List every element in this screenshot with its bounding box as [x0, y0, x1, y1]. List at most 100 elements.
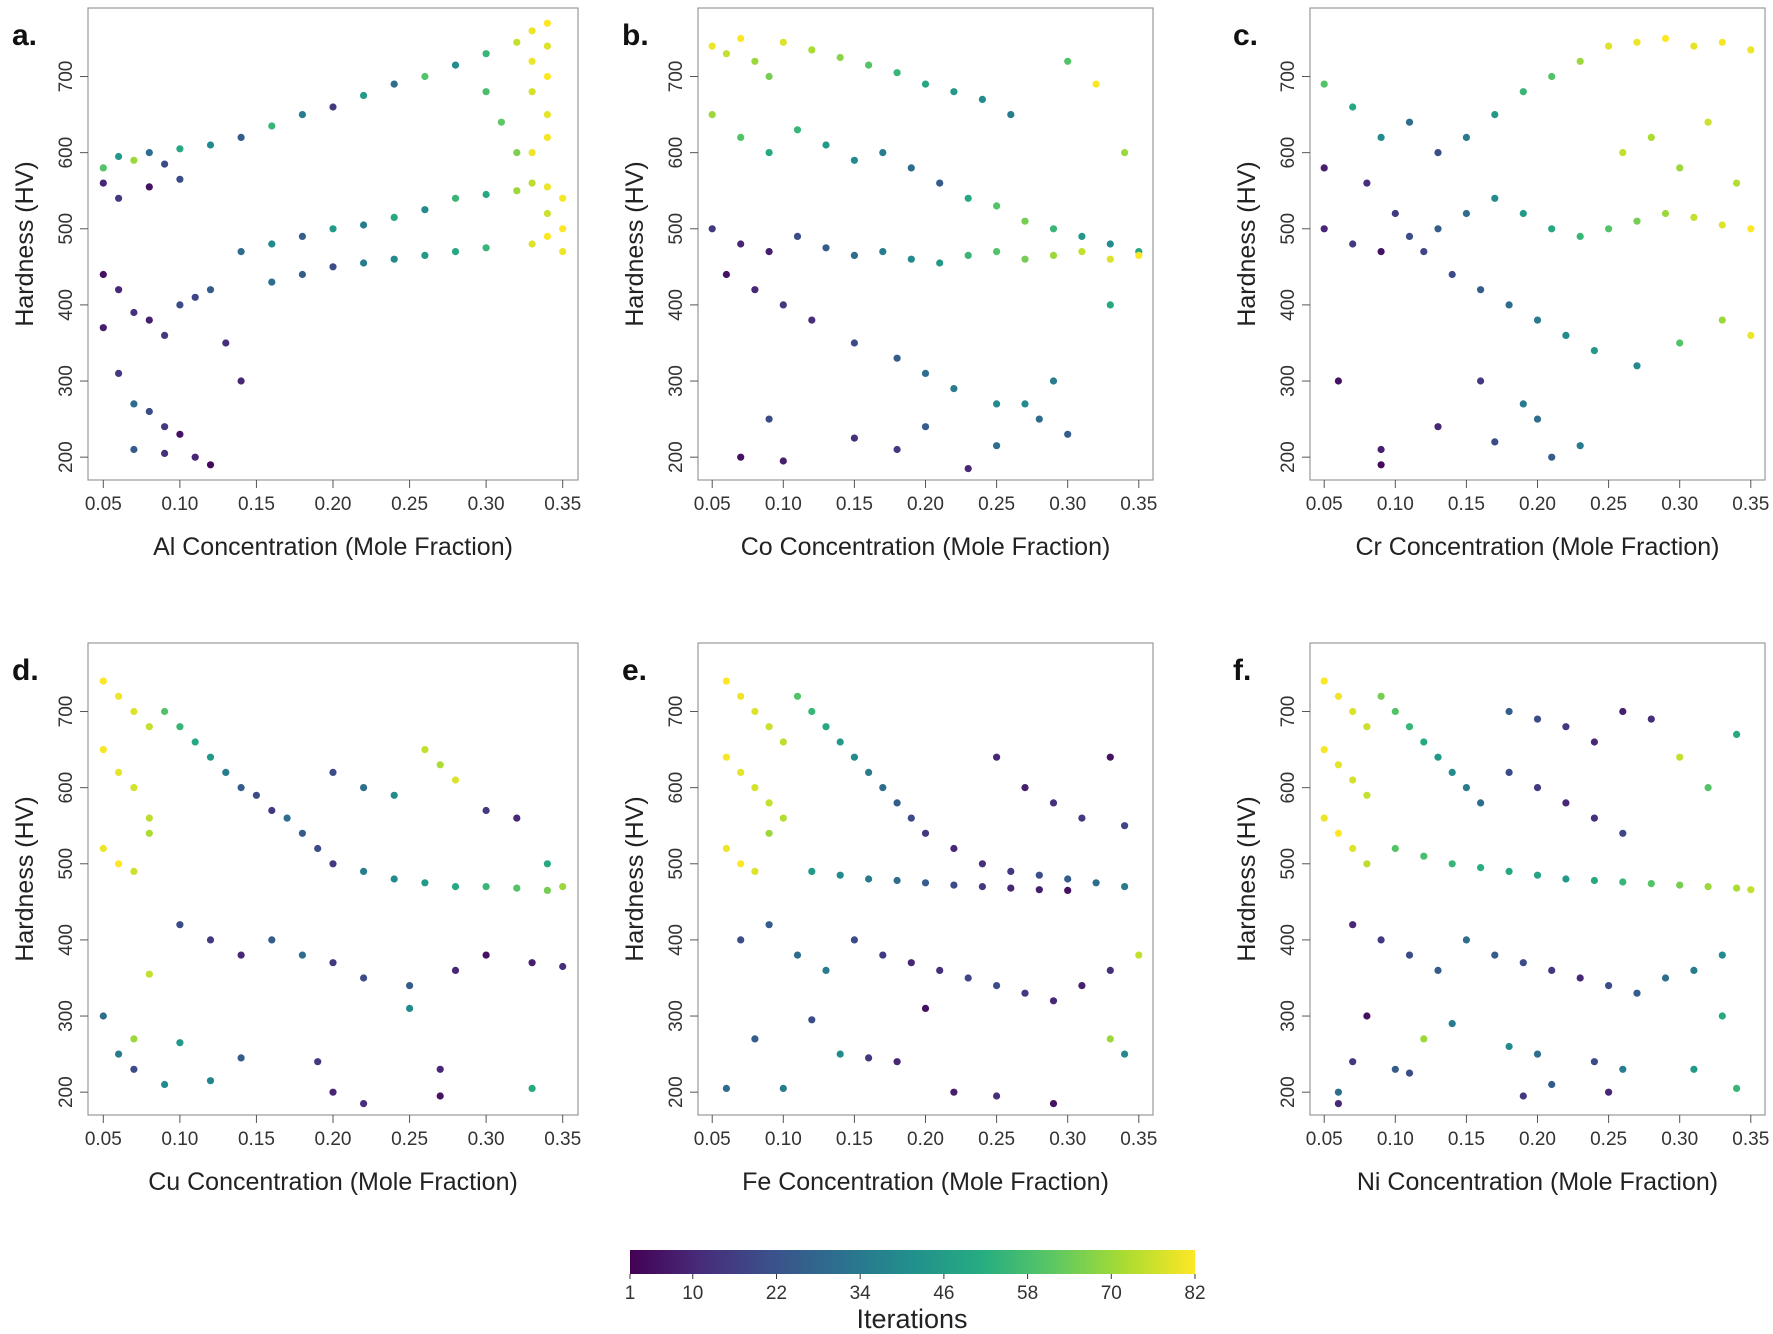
x-tick-label: 0.20	[315, 1129, 352, 1150]
data-point	[1363, 791, 1371, 799]
points	[708, 34, 1143, 473]
data-point	[1434, 753, 1442, 761]
data-point	[482, 50, 490, 58]
data-point	[1676, 339, 1684, 347]
data-point	[1078, 814, 1086, 822]
data-point	[964, 465, 972, 473]
x-tick-label: 0.05	[1306, 1129, 1343, 1150]
data-point	[836, 738, 844, 746]
y-tick-label: 700	[666, 61, 687, 93]
data-point	[1605, 1088, 1613, 1096]
data-point	[1334, 1088, 1342, 1096]
data-point	[765, 415, 773, 423]
data-point	[1405, 118, 1414, 126]
data-point	[176, 301, 184, 309]
x-tick-label: 0.15	[836, 1129, 873, 1150]
y-tick-label: 700	[56, 61, 77, 93]
data-point	[1377, 133, 1385, 141]
x-tick-label: 0.35	[544, 494, 581, 515]
data-point	[145, 829, 153, 837]
panel-letter: d.	[12, 654, 39, 687]
data-point	[176, 921, 184, 929]
data-point	[1377, 445, 1385, 454]
data-point	[1434, 423, 1442, 431]
data-point	[865, 1054, 873, 1062]
colorbar-tick-label: 58	[1017, 1283, 1038, 1304]
data-point	[298, 111, 306, 119]
colorbar-tick-label: 22	[766, 1283, 787, 1304]
data-point	[130, 707, 138, 716]
data-point	[1049, 225, 1058, 233]
panel-letter: a.	[12, 19, 37, 52]
data-point	[1676, 881, 1684, 889]
data-point	[1092, 80, 1100, 88]
data-point	[722, 677, 731, 685]
data-point	[176, 723, 184, 731]
panel-6: 0.05 0.10 0.15 0.20 0.25 0.30 0.35 200 300 400 500…	[1233, 642, 1769, 1196]
data-point	[528, 179, 536, 187]
data-point	[1590, 1058, 1598, 1066]
data-point	[1619, 878, 1627, 886]
data-point	[543, 886, 552, 895]
data-point	[513, 814, 521, 822]
data-point	[765, 921, 773, 929]
data-point	[822, 244, 830, 252]
data-point	[1391, 844, 1399, 853]
data-point	[1633, 362, 1641, 370]
data-point	[1420, 738, 1428, 746]
data-point	[1334, 692, 1342, 700]
data-point	[161, 449, 169, 457]
data-point	[1106, 301, 1114, 309]
data-point	[893, 876, 901, 885]
data-point	[1320, 80, 1328, 88]
data-point	[329, 225, 337, 233]
data-point	[130, 867, 138, 876]
x-tick-label: 0.05	[85, 1129, 122, 1150]
y-tick-label: 400	[666, 924, 687, 956]
data-point	[1690, 1065, 1698, 1073]
data-point	[268, 936, 276, 944]
data-point	[893, 69, 901, 77]
data-point	[268, 278, 276, 286]
data-point	[543, 42, 552, 50]
data-point	[390, 791, 398, 799]
data-point	[1035, 871, 1043, 879]
data-point	[482, 883, 490, 891]
data-point	[737, 453, 745, 461]
points	[99, 677, 567, 1108]
data-point	[115, 152, 123, 161]
data-point	[765, 248, 773, 256]
data-point	[1533, 715, 1542, 723]
data-point	[1106, 966, 1114, 975]
data-point	[1491, 194, 1499, 202]
data-point	[99, 1012, 107, 1020]
data-point	[822, 723, 830, 731]
data-point	[1661, 974, 1670, 982]
panel-2: 0.05 0.10 0.15 0.20 0.25 0.30 0.35 200 300 400 500…	[621, 7, 1157, 561]
data-point	[237, 133, 245, 141]
data-point	[737, 34, 745, 43]
x-tick-label: 0.15	[238, 1129, 275, 1150]
x-tick-label: 0.20	[907, 1129, 944, 1150]
data-point	[176, 145, 184, 153]
data-point	[1462, 133, 1470, 141]
data-point	[451, 883, 460, 891]
data-point	[1078, 982, 1086, 990]
x-tick-label: 0.20	[315, 494, 352, 515]
data-point	[865, 768, 873, 777]
y-tick-label: 200	[56, 441, 77, 473]
data-point	[1733, 1084, 1741, 1092]
data-point	[1121, 883, 1129, 891]
data-point	[1049, 799, 1058, 807]
data-point	[964, 194, 972, 202]
data-point	[751, 784, 759, 792]
y-tick-label: 200	[56, 1076, 77, 1108]
data-point	[1448, 768, 1456, 777]
data-point	[978, 860, 987, 868]
x-tick-label: 0.25	[391, 494, 428, 515]
data-point	[1405, 951, 1414, 959]
data-point	[99, 179, 107, 187]
data-point	[543, 232, 552, 240]
data-point	[1405, 1069, 1414, 1077]
data-point	[993, 982, 1001, 990]
